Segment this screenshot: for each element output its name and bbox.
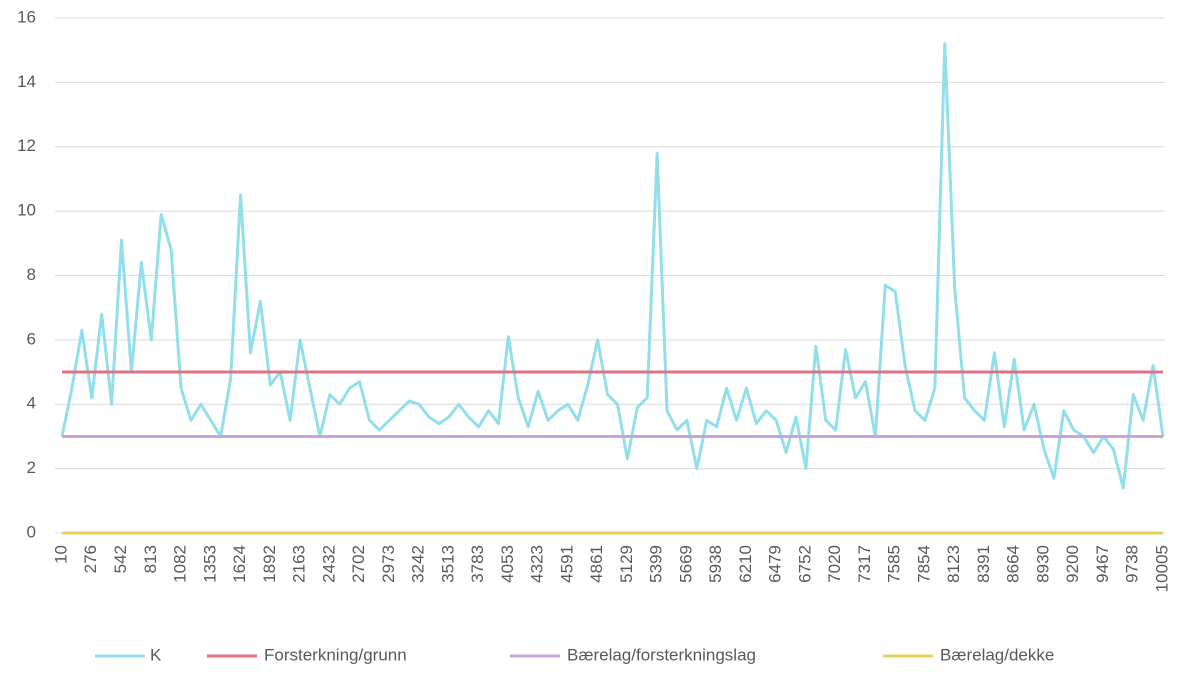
x-tick-label: 2702 [349,545,368,583]
x-tick-label: 6210 [736,545,755,583]
x-tick-label: 7317 [855,545,874,583]
x-tick-label: 3242 [409,545,428,583]
x-tick-label: 5669 [676,545,695,583]
x-tick-label: 3513 [438,545,457,583]
x-tick-label: 5938 [706,545,725,583]
x-tick-label: 5129 [617,545,636,583]
x-tick-label: 8391 [974,545,993,583]
y-tick-label: 10 [17,201,36,220]
x-tick-label: 9200 [1063,545,1082,583]
x-tick-label: 1082 [171,545,190,583]
x-tick-label: 3783 [468,545,487,583]
y-tick-label: 6 [27,329,36,348]
y-tick-label: 0 [27,522,36,541]
x-tick-label: 1892 [260,545,279,583]
x-tick-label: 7020 [825,545,844,583]
x-tick-label: 9738 [1123,545,1142,583]
x-tick-label: 4861 [587,545,606,583]
x-tick-label: 5399 [647,545,666,583]
x-tick-label: 2163 [290,545,309,583]
x-tick-label: 542 [111,545,130,573]
x-tick-label: 10 [51,545,70,564]
y-tick-label: 4 [27,394,36,413]
series-line [60,42,1165,490]
y-tick-label: 16 [17,7,36,26]
x-tick-label: 8664 [1004,545,1023,583]
x-tick-label: 813 [141,545,160,573]
x-tick-label: 7585 [885,545,904,583]
x-tick-label: 2973 [379,545,398,583]
x-tick-label: 6752 [795,545,814,583]
x-tick-label: 1624 [230,545,249,583]
x-tick-label: 4591 [557,545,576,583]
legend-label: Bærelag/forsterkningslag [567,645,756,664]
y-tick-label: 2 [27,458,36,477]
y-tick-label: 8 [27,265,36,284]
x-tick-label: 8930 [1033,545,1052,583]
legend-label: K [150,645,162,664]
x-tick-label: 10005 [1152,545,1171,592]
x-tick-label: 7854 [914,545,933,583]
legend-label: Bærelag/dekke [940,645,1054,664]
x-tick-label: 4053 [498,545,517,583]
x-tick-label: 1353 [200,545,219,583]
y-tick-label: 14 [17,72,36,91]
x-tick-label: 6479 [766,545,785,583]
x-tick-label: 4323 [528,545,547,583]
legend-label: Forsterkning/grunn [264,645,407,664]
x-tick-label: 276 [81,545,100,573]
x-tick-label: 8123 [944,545,963,583]
x-tick-label: 2432 [319,545,338,583]
x-tick-label: 9467 [1093,545,1112,583]
y-tick-label: 12 [17,136,36,155]
